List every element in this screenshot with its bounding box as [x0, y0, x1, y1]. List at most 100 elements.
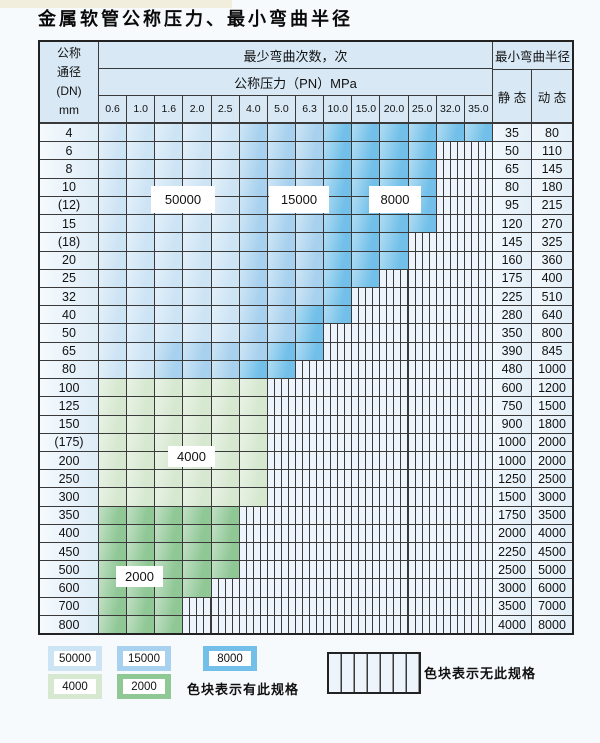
cell-dn50-pn15.0: [352, 324, 381, 342]
cell-dn80-pn0.6: [99, 360, 128, 379]
cell-dn20-pn1.6: [155, 251, 184, 269]
cell-dn25-pn2.0: [183, 269, 212, 287]
table-row-dn-700: 700 3500 7000: [40, 597, 572, 616]
cell-dn40-pn2.5: [211, 306, 240, 324]
cycles-overlay-label-50000: 50000: [151, 186, 215, 213]
dn-label: (18): [40, 233, 99, 251]
static-radius-value: 3000: [493, 579, 532, 597]
cell-dn4-pn25.0: [408, 124, 437, 142]
cell-dn100-pn2.5: [211, 379, 240, 397]
cell-dn200-pn5.0: [267, 451, 296, 470]
cell-dn6-pn5.0: [267, 142, 296, 160]
cell-dn400-pn35.0: [464, 524, 492, 543]
cell-dn400-pn1.6: [155, 524, 184, 543]
cell-dn6-pn20.0: [380, 142, 409, 160]
cell-dn32-pn1.0: [127, 287, 156, 306]
cell-dn50-pn35.0: [464, 324, 492, 342]
cell-dn65-pn25.0: [408, 342, 437, 360]
dn-header-line-3: mm: [59, 103, 79, 117]
cell-dn15-pn2.5: [211, 215, 240, 233]
cell-dn400-pn4.0: [239, 524, 268, 543]
cell-dn6-pn1.6: [155, 142, 184, 160]
cell-dn150-pn2.0: [183, 415, 212, 433]
cell-dn65-pn2.0: [183, 342, 212, 360]
cell-dn(18)-pn4.0: [239, 233, 268, 251]
cell-dn200-pn35.0: [464, 451, 492, 470]
cell-dn6-pn4.0: [239, 142, 268, 160]
cell-dn20-pn10.0: [324, 251, 353, 269]
pressure-cells: [99, 160, 493, 178]
cell-dn800-pn2.0: [183, 615, 212, 634]
static-radius-value: 4000: [493, 615, 532, 634]
cell-dn(175)-pn2.5: [211, 433, 240, 451]
pressure-cells: [99, 360, 493, 379]
cell-dn80-pn2.0: [183, 360, 212, 379]
cell-dn125-pn1.0: [127, 397, 156, 415]
cell-dn15-pn1.6: [155, 215, 184, 233]
dynamic-radius-value: 510: [532, 287, 572, 306]
cell-dn25-pn15.0: [352, 269, 381, 287]
cell-dn65-pn32.0: [436, 342, 465, 360]
cycles-header-group: 最少弯曲次数，次 公称压力（PN）MPa 0.6 1.0 1.6 2.0 2.5 4.0 5…: [99, 42, 493, 122]
cell-dn800-pn35.0: [464, 615, 492, 634]
cell-dn450-pn0.6: [99, 543, 128, 561]
legend-swatch-4000: 4000: [48, 674, 102, 699]
cell-dn250-pn4.0: [239, 470, 268, 488]
pressure-cells: [99, 543, 493, 561]
cell-dn20-pn25.0: [408, 251, 437, 269]
pressure-tick-35.0: 35.0: [468, 103, 489, 115]
static-radius-value: 145: [493, 233, 532, 251]
pressure-cells: [99, 506, 493, 524]
dn-label: 300: [40, 488, 99, 506]
cell-dn32-pn1.6: [155, 287, 184, 306]
dynamic-radius-value: 2000: [532, 433, 572, 451]
cell-dn125-pn2.0: [183, 397, 212, 415]
cell-dn450-pn10.0: [324, 543, 353, 561]
cell-dn65-pn20.0: [380, 342, 409, 360]
cell-dn500-pn32.0: [436, 561, 465, 579]
cell-dn(18)-pn0.6: [99, 233, 128, 251]
cell-dn10-pn4.0: [239, 178, 268, 196]
cycles-overlay-label-8000: 8000: [369, 186, 421, 213]
cell-dn400-pn20.0: [380, 524, 409, 543]
cell-dn25-pn32.0: [436, 269, 465, 287]
static-radius-value: 95: [493, 196, 532, 215]
cell-dn8-pn20.0: [380, 160, 409, 178]
cell-dn200-pn2.5: [211, 451, 240, 470]
cell-dn50-pn2.0: [183, 324, 212, 342]
cell-dn8-pn2.5: [211, 160, 240, 178]
cell-dn250-pn2.5: [211, 470, 240, 488]
cell-dn20-pn5.0: [267, 251, 296, 269]
cell-dn250-pn5.0: [267, 470, 296, 488]
cell-dn15-pn32.0: [436, 215, 465, 233]
cell-dn20-pn15.0: [352, 251, 381, 269]
cell-dn(175)-pn10.0: [324, 433, 353, 451]
dynamic-radius-value: 180: [532, 178, 572, 196]
cell-dn15-pn6.3: [295, 215, 325, 233]
cell-dn(175)-pn5.0: [267, 433, 296, 451]
pressure-cells: [99, 415, 493, 433]
pressure-cells: [99, 615, 493, 634]
dn-label: 200: [40, 451, 99, 470]
cell-dn4-pn5.0: [267, 124, 296, 142]
dn-label: 32: [40, 287, 99, 306]
dn-label: 50: [40, 324, 99, 342]
cell-dn125-pn25.0: [408, 397, 437, 415]
cell-dn65-pn15.0: [352, 342, 381, 360]
cell-dn300-pn5.0: [267, 488, 296, 506]
cell-dn4-pn2.0: [183, 124, 212, 142]
cell-dn6-pn32.0: [436, 142, 465, 160]
cell-dn15-pn2.0: [183, 215, 212, 233]
cell-dn25-pn4.0: [239, 269, 268, 287]
pressure-cells: [99, 488, 493, 506]
cell-dn8-pn35.0: [464, 160, 492, 178]
cell-dn250-pn10.0: [324, 470, 353, 488]
cell-dn20-pn6.3: [295, 251, 325, 269]
cell-dn250-pn1.6: [155, 470, 184, 488]
pressure-tick-4.0: 4.0: [240, 96, 268, 122]
cell-dn40-pn5.0: [267, 306, 296, 324]
static-radius-value: 600: [493, 379, 532, 397]
dn-label: 80: [40, 360, 99, 379]
cell-dn300-pn32.0: [436, 488, 465, 506]
cell-dn350-pn0.6: [99, 506, 128, 524]
